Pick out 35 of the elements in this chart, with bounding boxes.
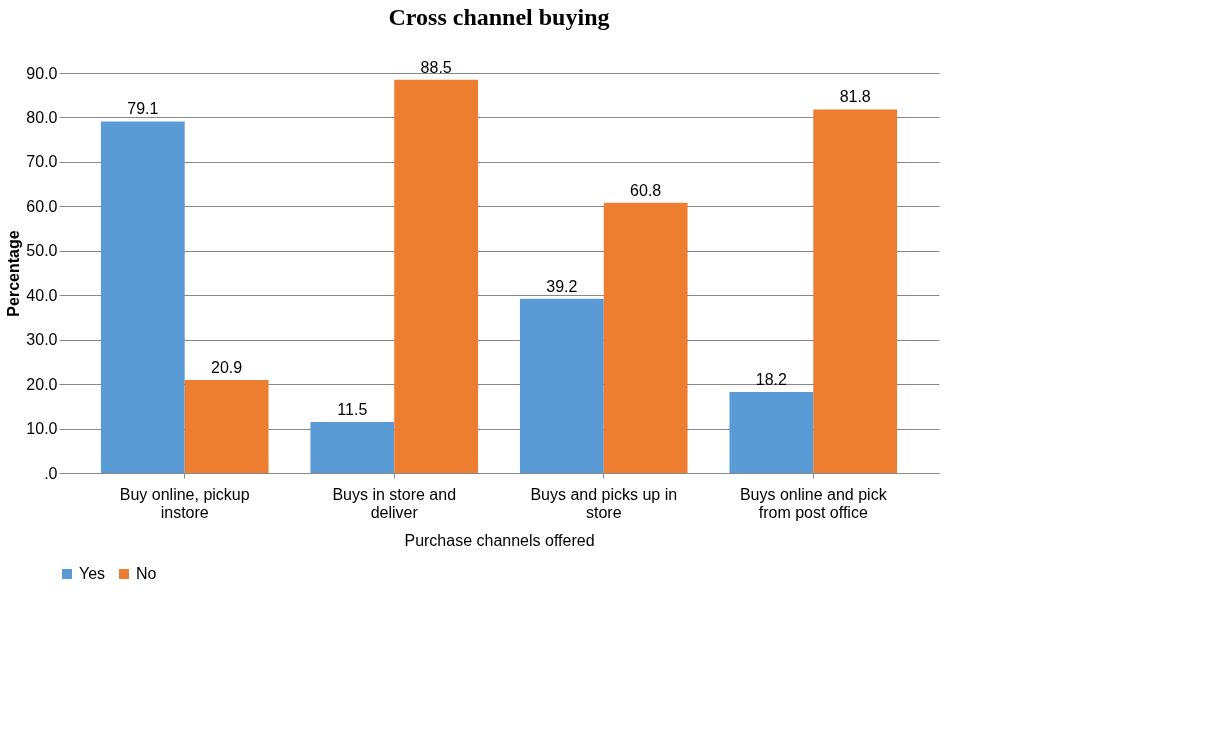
legend-label: Yes: [79, 565, 106, 582]
bar: [519, 298, 604, 473]
bar: [310, 421, 395, 473]
y-tick-label: 10.0: [26, 420, 58, 438]
data-label: 79.1: [127, 100, 159, 118]
x-axis-title: Purchase channels offered: [404, 531, 595, 549]
x-tick-label: Buys online and pick from post office: [739, 485, 888, 521]
data-label: 11.5: [337, 400, 368, 418]
data-label: 81.8: [839, 88, 871, 106]
data-label: 60.8: [630, 181, 662, 199]
bar: [603, 202, 688, 473]
x-tick-label: Buys in store and deliver: [332, 485, 457, 521]
chart-title: Cross channel buying: [388, 3, 610, 30]
y-tick-label: .0: [44, 464, 58, 482]
y-tick-label: 70.0: [26, 153, 58, 171]
data-label: 88.5: [420, 58, 452, 76]
y-tick-label: 90.0: [26, 64, 58, 82]
x-tick-label: Buy online, pickup instore: [119, 485, 250, 521]
bar: [100, 121, 185, 473]
y-tick-label: 20.0: [26, 375, 58, 393]
bar: [729, 392, 814, 473]
data-label: 20.9: [211, 359, 243, 377]
data-label: 39.2: [546, 277, 578, 295]
data-label: 18.2: [755, 371, 788, 389]
y-tick-label: 80.0: [26, 108, 58, 126]
y-tick-label: 30.0: [26, 331, 58, 349]
legend-label: No: [136, 565, 157, 582]
y-axis-title: Percentage: [5, 230, 23, 317]
bar: [394, 79, 479, 473]
y-tick-label: 40.0: [26, 286, 58, 304]
bar: [813, 109, 898, 473]
bar: [184, 380, 269, 473]
x-tick-label: Buys and picks up in store: [530, 485, 678, 521]
y-tick-label: 50.0: [26, 242, 58, 260]
y-tick-label: 60.0: [26, 197, 58, 215]
